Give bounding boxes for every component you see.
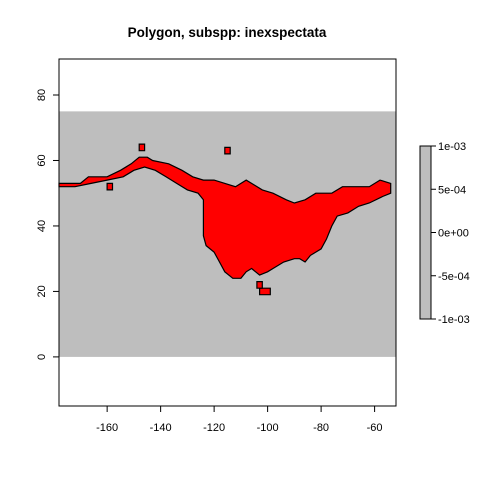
x-tick-label: -80	[313, 422, 329, 434]
x-axis: -160 -140 -120 -100 -80 -60	[96, 406, 383, 434]
colorbar-legend: 1e-03 5e-04 0e+00 -5e-04 -1e-03	[419, 141, 470, 326]
y-tick-label: 40	[36, 220, 48, 232]
plot-area	[58, 58, 397, 407]
plot-frame	[58, 58, 397, 407]
y-tick-label: 20	[36, 285, 48, 297]
range-polygon-patch	[138, 143, 146, 152]
colorbar-tick-label: 5e-04	[438, 184, 466, 196]
x-tick-label: -100	[257, 422, 279, 434]
range-polygon-patch	[259, 287, 271, 296]
x-tick-label: -140	[150, 422, 172, 434]
y-tick-label: 60	[36, 154, 48, 166]
colorbar-tick-label: 1e-03	[438, 141, 466, 153]
colorbar-tick-label: -1e-03	[438, 314, 470, 326]
x-tick-label: -160	[96, 422, 118, 434]
colorbar-tick-label: -5e-04	[438, 271, 470, 283]
y-tick-label: 80	[36, 89, 48, 101]
range-polygon-patch	[256, 281, 263, 289]
x-tick-label: -120	[203, 422, 225, 434]
range-polygon-patch	[106, 182, 114, 191]
y-tick-label: 0	[36, 354, 48, 360]
x-tick-label: -60	[367, 422, 383, 434]
chart-title: Polygon, subspp: inexspectata	[128, 25, 327, 40]
range-polygon-patch	[224, 146, 231, 155]
colorbar-tick-label: 0e+00	[438, 228, 469, 240]
y-axis: 0 20 40 60 80	[36, 89, 59, 360]
range-polygon	[58, 156, 392, 279]
colorbar-box	[419, 145, 432, 320]
